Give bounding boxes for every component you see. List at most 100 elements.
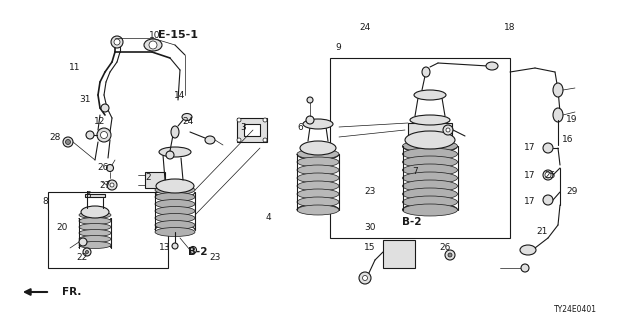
Text: TY24E0401: TY24E0401 [554,306,597,315]
Ellipse shape [403,196,458,208]
Circle shape [100,132,108,139]
Circle shape [79,238,87,246]
Circle shape [107,180,117,190]
Bar [48,192,168,268]
Circle shape [63,137,73,147]
Text: 9: 9 [335,44,341,52]
Ellipse shape [405,131,455,149]
Ellipse shape [403,156,458,168]
Circle shape [97,128,111,142]
Ellipse shape [297,197,339,207]
Ellipse shape [79,218,111,225]
Ellipse shape [403,204,458,216]
Text: 25: 25 [544,171,556,180]
Ellipse shape [79,229,111,236]
Circle shape [263,118,267,122]
Ellipse shape [155,193,195,202]
Ellipse shape [297,205,339,215]
Ellipse shape [155,199,195,209]
Circle shape [65,140,70,145]
Circle shape [543,195,553,205]
Ellipse shape [79,242,111,249]
Text: 3: 3 [240,124,246,132]
Ellipse shape [403,148,458,160]
Ellipse shape [422,67,430,77]
Text: 17: 17 [524,197,536,206]
Circle shape [545,172,551,178]
Text: 21: 21 [536,228,548,236]
Ellipse shape [403,164,458,176]
Ellipse shape [297,149,339,159]
Bar [408,123,452,140]
Ellipse shape [553,108,563,122]
Text: 17: 17 [524,143,536,153]
Circle shape [445,250,455,260]
Text: 13: 13 [159,244,171,252]
Text: 2: 2 [145,173,151,182]
Ellipse shape [403,188,458,200]
Circle shape [543,143,553,153]
Ellipse shape [171,126,179,138]
Ellipse shape [79,212,111,219]
Text: 8: 8 [42,197,48,206]
Circle shape [101,104,109,112]
Ellipse shape [155,213,195,222]
Text: 22: 22 [76,253,88,262]
Ellipse shape [403,180,458,192]
Text: 23: 23 [209,253,221,262]
Ellipse shape [300,141,336,155]
Text: 30: 30 [364,223,376,233]
Bar [145,172,165,188]
Circle shape [166,151,174,159]
Circle shape [521,264,529,272]
Ellipse shape [79,236,111,243]
Circle shape [448,253,452,257]
Circle shape [114,39,120,45]
Ellipse shape [403,140,458,152]
Ellipse shape [486,62,498,70]
Bar [383,240,415,268]
Circle shape [149,41,157,49]
Circle shape [237,138,241,142]
Ellipse shape [155,186,195,195]
Circle shape [446,128,450,132]
Circle shape [307,97,313,103]
Ellipse shape [403,172,458,184]
Ellipse shape [156,179,194,193]
Text: 23: 23 [364,188,376,196]
Text: FR.: FR. [62,287,81,297]
Text: 4: 4 [265,213,271,222]
Bar [237,118,267,142]
Ellipse shape [81,206,109,218]
Ellipse shape [553,83,563,97]
Circle shape [237,118,241,122]
Text: 11: 11 [69,63,81,73]
Text: 14: 14 [174,91,186,100]
Text: 26: 26 [439,244,451,252]
Text: 6: 6 [297,124,303,132]
Ellipse shape [410,115,450,125]
Text: 19: 19 [566,116,578,124]
Circle shape [306,116,314,124]
Ellipse shape [520,245,536,255]
Ellipse shape [79,223,111,230]
Circle shape [86,251,88,253]
Ellipse shape [144,39,162,51]
Circle shape [263,138,267,142]
Text: B-2: B-2 [403,217,422,227]
Text: 28: 28 [49,133,61,142]
Ellipse shape [297,173,339,183]
Ellipse shape [155,228,195,236]
Text: E-15-1: E-15-1 [158,30,198,40]
Circle shape [189,246,196,253]
Circle shape [86,131,94,139]
Ellipse shape [303,119,333,129]
Ellipse shape [155,220,195,229]
Circle shape [106,164,113,172]
Text: 16: 16 [563,135,573,145]
Text: 24: 24 [360,23,371,33]
Text: 20: 20 [56,223,68,233]
Bar [244,124,260,136]
Ellipse shape [414,90,446,100]
Text: 12: 12 [94,117,106,126]
